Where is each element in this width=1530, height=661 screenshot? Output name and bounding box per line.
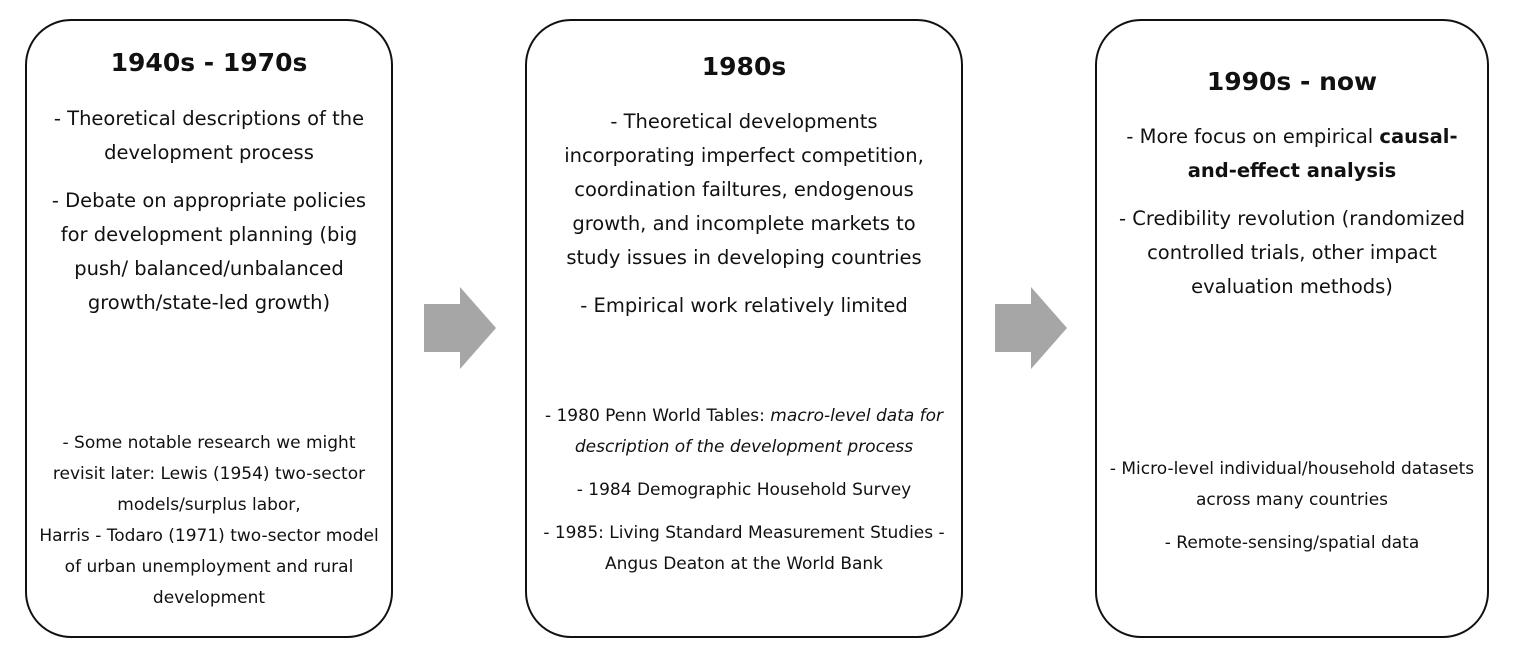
stage-note: - Remote-sensing/spatial data xyxy=(1164,533,1420,553)
right-arrow-icon xyxy=(424,287,496,369)
stage-note: - Theoretical descriptions of the develo… xyxy=(53,107,365,164)
stage-box-1990s-now: 1990s - now - More focus on empirical ca… xyxy=(1095,19,1489,638)
stage-box-1940s-1970s: 1940s - 1970s - Theoretical descriptions… xyxy=(25,19,393,638)
stage-title: 1980s xyxy=(701,52,787,81)
stage-theory-notes: - More focus on empirical causal-and-eff… xyxy=(1109,120,1475,318)
stage-box-1980s: 1980s - Theoretical developments incorpo… xyxy=(525,19,963,638)
stage-note: - 1984 Demographic Household Survey xyxy=(576,480,912,500)
stage-note: - 1985: Living Standard Measurement Stud… xyxy=(543,523,945,574)
stage-note: Harris - Todaro (1971) two-sector model … xyxy=(39,526,379,608)
stage-note: - Empirical work relatively limited xyxy=(580,294,908,317)
stage-note-lead: - 1980 Penn World Tables: xyxy=(544,406,771,426)
stage-note-italic: macro-level data for description of the … xyxy=(574,406,944,457)
stage-note: - More focus on empirical causal-and-eff… xyxy=(1109,120,1475,188)
stage-note: - Debate on appropriate policies for dev… xyxy=(51,189,367,314)
stage-note: - Theoretical developments incorporating… xyxy=(564,110,924,269)
stage-theory-notes: - Theoretical descriptions of the develo… xyxy=(41,102,377,334)
stage-data-notes: - Micro-level individual/household datas… xyxy=(1105,454,1479,571)
stage-title: 1990s - now xyxy=(1206,67,1378,96)
stage-note-lead: - More focus on empirical xyxy=(1126,125,1380,148)
stage-title: 1940s - 1970s xyxy=(110,48,308,77)
stage-data-notes: - 1980 Penn World Tables: macro-level da… xyxy=(537,401,951,592)
stage-research-notes: - Some notable research we might revisit… xyxy=(35,428,383,626)
stage-note: - Some notable research we might revisit… xyxy=(52,433,366,515)
right-arrow-icon xyxy=(995,287,1067,369)
stage-note: - 1980 Penn World Tables: macro-level da… xyxy=(537,401,951,463)
stage-note-bold: causal-and-effect analysis xyxy=(1187,125,1458,182)
stage-note: - Micro-level individual/household datas… xyxy=(1109,459,1475,510)
stage-theory-notes: - Theoretical developments incorporating… xyxy=(543,105,945,337)
stage-note: - Credibility revolution (randomized con… xyxy=(1119,207,1465,298)
